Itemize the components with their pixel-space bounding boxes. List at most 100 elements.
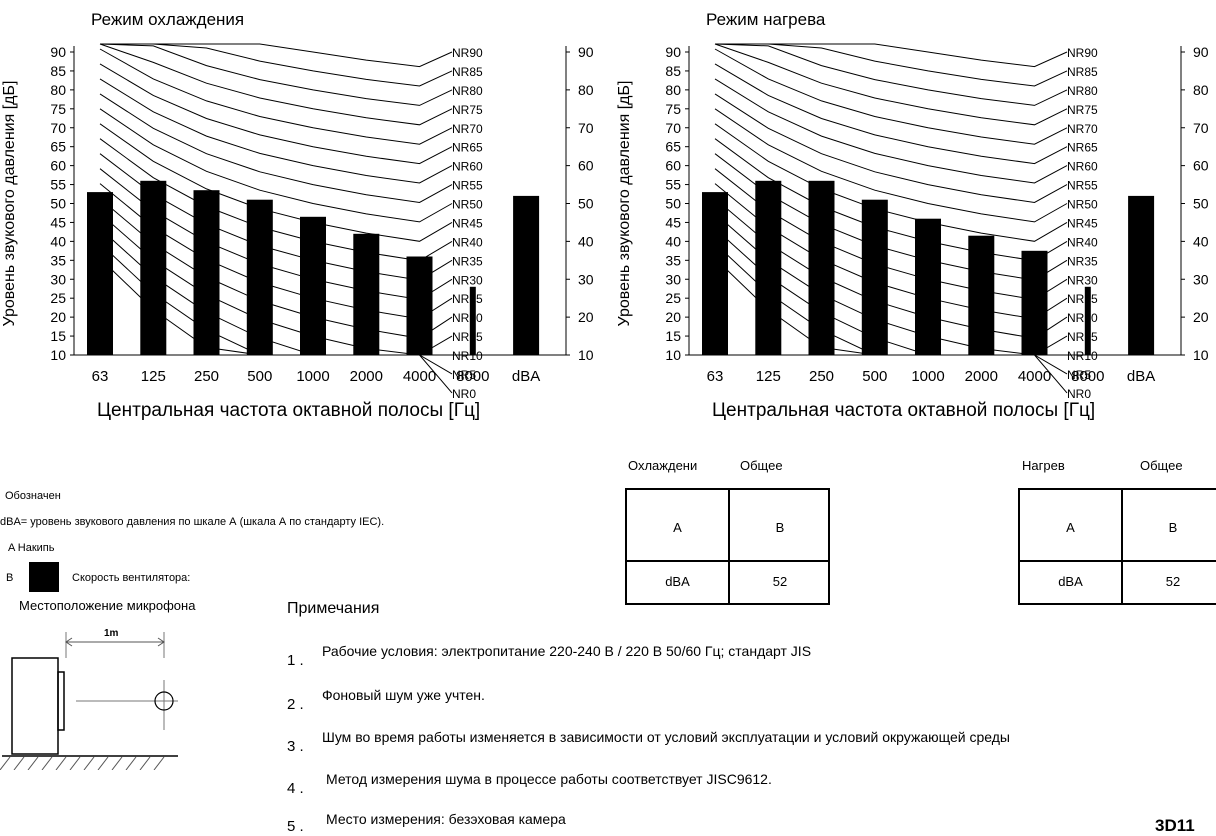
note-text: Фоновый шум уже учтен. [322, 687, 485, 703]
nr-charts: NR90 NR85 NR80 NR75 NR70 NR65 NR60 NR55 NR50 NR45… [1, 43, 1209, 401]
y-tick-label-right: 70 [578, 120, 594, 136]
x-tick-label: 63 [707, 368, 724, 385]
y-tick-label: 30 [50, 271, 66, 287]
nr-label: NR80 [1067, 84, 1098, 98]
document-code: 3D11 [1155, 816, 1195, 835]
nr-label: NR55 [1067, 179, 1098, 193]
y-tick-label: 35 [50, 252, 66, 268]
y-tick-label: 65 [50, 139, 66, 155]
nr-curve-nr45 [714, 123, 1068, 242]
nr-label: NR45 [452, 216, 483, 230]
note-text: Рабочие условия: электропитание 220-240 … [322, 643, 812, 659]
summary-table-cooling: A B dBA 52 [625, 488, 830, 605]
chart-title-cooling: Режим охлаждения [91, 10, 245, 29]
chart-1: NR90 NR85 NR80 NR75 NR70 NR65 NR60 NR55 NR50 NR45… [616, 43, 1209, 401]
bar-2000 [353, 233, 380, 355]
nr-label: NR65 [1067, 141, 1098, 155]
x-tick-label: dBA [1127, 368, 1155, 385]
nr-label: NR25 [452, 292, 483, 306]
y-tick-label: 55 [665, 177, 681, 193]
x-axis-label-cooling: Центральная частота октавной полосы [Гц] [97, 400, 481, 421]
bar-63 [702, 192, 728, 355]
y-tick-label: 55 [50, 177, 66, 193]
table-cell: A [673, 520, 682, 535]
nr-label: NR20 [452, 311, 483, 325]
note-text: Метод измерения шума в процессе работы с… [326, 771, 772, 787]
x-tick-label: 4000 [1018, 368, 1051, 385]
nr-curve-nr50 [99, 108, 453, 223]
nr-label: NR15 [452, 330, 483, 344]
y-tick-label: 70 [665, 120, 681, 136]
nr-label: NR50 [452, 198, 483, 212]
x-tick-label: 250 [194, 368, 219, 385]
y-tick-label-right: 40 [1193, 233, 1209, 249]
y-tick-label: 45 [665, 214, 681, 230]
table-cell: B [1168, 520, 1178, 535]
nr-curve-nr45 [99, 123, 453, 242]
y-tick-label-right: 30 [578, 271, 594, 287]
nr-label: NR10 [1067, 349, 1098, 363]
legend-b-swatch [29, 562, 59, 592]
nr-label: NR90 [452, 46, 483, 60]
note-number: 1 . [287, 652, 304, 669]
y-tick-label: 85 [50, 63, 66, 79]
y-tick-label: 15 [50, 328, 66, 344]
bar-1000 [915, 218, 941, 355]
nr-curve-nr90 [100, 43, 453, 68]
y-tick-label: 75 [50, 101, 66, 117]
legend-heading: Обозначен [5, 490, 61, 502]
y-tick-label-right: 70 [1193, 120, 1209, 136]
nr-label: NR70 [1067, 122, 1098, 136]
nr-label: NR5 [1067, 368, 1091, 382]
nr-curve-nr85 [100, 43, 453, 87]
y-tick-label: 85 [665, 63, 681, 79]
y-tick-label: 10 [50, 347, 66, 363]
nr-label: NR75 [452, 103, 483, 117]
nr-curve-nr80 [714, 43, 1068, 106]
nr-label: NR60 [1067, 160, 1098, 174]
nr-label: NR35 [1067, 254, 1098, 268]
y-tick-label: 50 [50, 196, 66, 212]
mic-distance-label: 1m [104, 628, 119, 639]
y-tick-label: 35 [665, 252, 681, 268]
nr-curve-nr55 [99, 93, 453, 204]
note-text: Место измерения: безэховая камера [326, 811, 566, 827]
y-tick-label-right: 90 [1193, 44, 1209, 60]
nr-label: NR45 [1067, 216, 1098, 230]
nr-label: NR5 [452, 368, 476, 382]
bar-4000 [406, 256, 433, 355]
table-cell: 52 [772, 574, 788, 589]
nr-curve-nr75 [714, 43, 1068, 126]
bar-500 [861, 199, 888, 355]
nr-curve-nr65 [99, 63, 453, 165]
microphone-diagram [0, 632, 178, 770]
summary-table-heating: A B dBA 52 [1018, 488, 1216, 605]
nr-label: NR55 [452, 179, 483, 193]
bar-250 [193, 190, 220, 355]
x-tick-label: 8000 [1071, 368, 1104, 385]
table-header-cooling-right: Общее [740, 458, 783, 473]
nr-label: NR50 [1067, 198, 1098, 212]
nr-curve-nr50 [714, 108, 1068, 223]
nr-label: NR30 [1067, 273, 1098, 287]
nr-label: NR40 [452, 235, 483, 249]
nr-label: NR85 [1067, 65, 1098, 79]
y-tick-label: 15 [665, 328, 681, 344]
bar-dBA [513, 195, 540, 355]
bar-2000 [968, 235, 995, 355]
nr-label: NR90 [1067, 46, 1098, 60]
x-tick-label: 1000 [296, 368, 329, 385]
y-tick-label-right: 60 [1193, 158, 1209, 174]
y-tick-label: 10 [665, 347, 681, 363]
x-tick-label: 4000 [403, 368, 436, 385]
nr-label: NR10 [452, 349, 483, 363]
y-tick-label-right: 60 [578, 158, 594, 174]
legend-b-prefix: B [6, 572, 14, 584]
table-header-heating-right: Общее [1140, 458, 1183, 473]
bar-dBA [1128, 195, 1155, 355]
y-tick-label: 25 [50, 290, 66, 306]
y-tick-label: 90 [50, 44, 66, 60]
table-cell: dBA [1058, 574, 1083, 589]
x-tick-label: 500 [247, 368, 272, 385]
note-text: Шум во время работы изменяется в зависим… [322, 729, 1010, 745]
